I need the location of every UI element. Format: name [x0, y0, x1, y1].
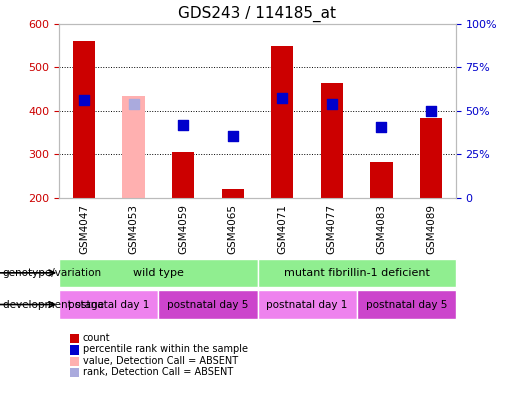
Text: mutant fibrillin-1 deficient: mutant fibrillin-1 deficient	[284, 268, 430, 278]
Bar	[321, 83, 343, 198]
Text: postnatal day 1: postnatal day 1	[68, 299, 149, 310]
Bar	[221, 189, 244, 198]
Text: GSM4059: GSM4059	[178, 204, 188, 254]
Text: GSM4065: GSM4065	[228, 204, 238, 254]
Text: development stage: development stage	[3, 299, 104, 310]
Bar	[420, 118, 442, 198]
Point	[427, 108, 435, 114]
Bar	[59, 259, 258, 287]
Point	[278, 95, 286, 101]
Point	[179, 122, 187, 128]
Bar	[258, 290, 356, 319]
Bar	[59, 290, 159, 319]
Text: GSM4053: GSM4053	[129, 204, 139, 254]
Bar	[73, 41, 95, 198]
Text: genotype/variation: genotype/variation	[3, 268, 101, 278]
Text: postnatal day 1: postnatal day 1	[266, 299, 348, 310]
Point	[377, 124, 386, 131]
Text: rank, Detection Call = ABSENT: rank, Detection Call = ABSENT	[83, 367, 233, 377]
Text: count: count	[83, 333, 111, 343]
Bar	[159, 290, 258, 319]
Text: wild type: wild type	[133, 268, 184, 278]
Bar	[172, 152, 194, 198]
Text: postnatal day 5: postnatal day 5	[366, 299, 447, 310]
Point	[80, 97, 88, 103]
Text: value, Detection Call = ABSENT: value, Detection Call = ABSENT	[83, 356, 238, 366]
Text: postnatal day 5: postnatal day 5	[167, 299, 249, 310]
Text: GSM4083: GSM4083	[376, 204, 386, 254]
Text: GSM4071: GSM4071	[277, 204, 287, 254]
Text: GSM4047: GSM4047	[79, 204, 89, 254]
Text: percentile rank within the sample: percentile rank within the sample	[83, 345, 248, 354]
Point	[229, 133, 237, 139]
Bar	[271, 46, 294, 198]
Text: GSM4077: GSM4077	[327, 204, 337, 254]
Bar	[258, 259, 456, 287]
Bar	[356, 290, 456, 319]
Point	[129, 101, 138, 107]
Bar	[370, 162, 392, 198]
Title: GDS243 / 114185_at: GDS243 / 114185_at	[179, 6, 336, 23]
Text: GSM4089: GSM4089	[426, 204, 436, 254]
Bar	[123, 95, 145, 198]
Point	[328, 101, 336, 107]
